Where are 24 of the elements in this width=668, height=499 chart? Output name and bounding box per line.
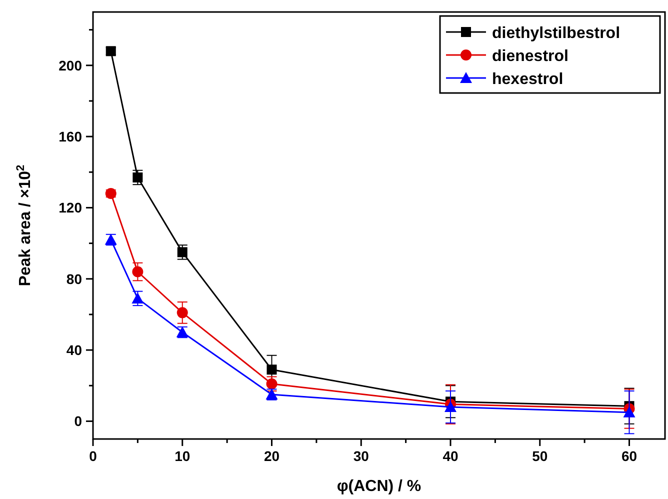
x-tick-label: 50 [532, 448, 548, 464]
x-tick-label: 40 [442, 448, 458, 464]
y-tick-label: 40 [66, 342, 82, 358]
point [132, 172, 143, 182]
x-tick-label: 20 [264, 448, 280, 464]
x-axis-title: φ(ACN) / % [336, 478, 422, 495]
point [266, 364, 277, 375]
point [176, 307, 188, 318]
x-tick-label: 30 [353, 448, 370, 464]
y-tick-label: 80 [66, 270, 82, 287]
point [177, 247, 188, 258]
y-tick-label: 0 [74, 413, 82, 430]
point [132, 266, 144, 278]
x-tick-label: 10 [174, 448, 190, 464]
x-tick-label: 60 [621, 448, 638, 464]
y-tick-label: 120 [58, 200, 82, 216]
point [623, 406, 636, 418]
x-tick-label: 0 [89, 448, 98, 464]
legend-label: hexestrol [492, 71, 564, 88]
point [132, 292, 144, 304]
y-tick-label: 200 [58, 57, 82, 74]
legend-label: diethylstilbestrol [492, 25, 620, 42]
y-tick-label: 160 [58, 128, 82, 145]
legend-label: dienestrol [492, 48, 568, 65]
